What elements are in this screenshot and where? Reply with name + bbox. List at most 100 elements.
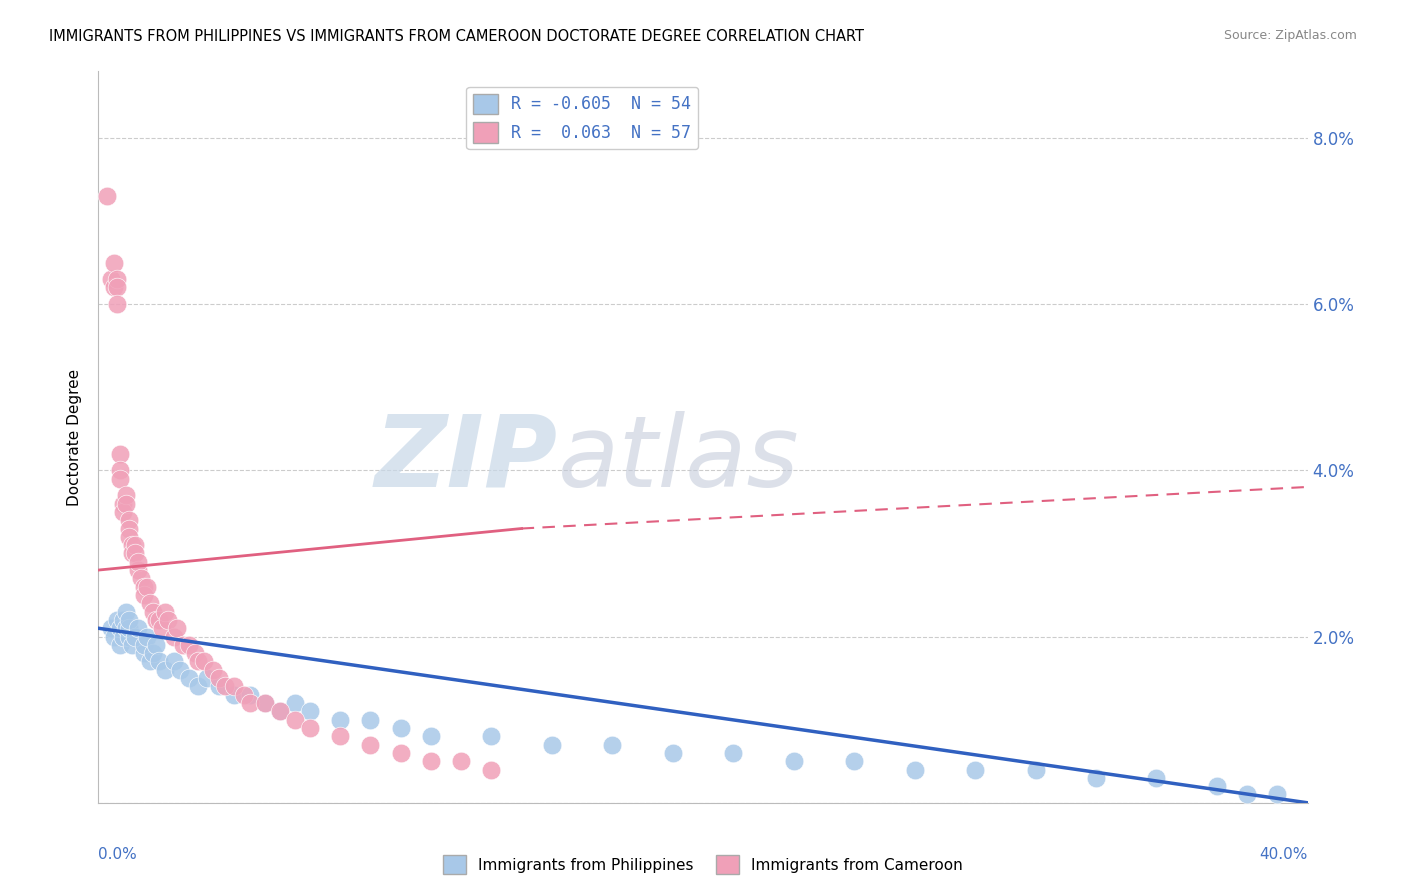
Point [103,255,125,269]
Point [105,272,128,286]
Point [965,763,987,777]
Point [904,763,927,777]
Point [118,530,141,544]
Point [184,646,207,660]
Point [121,638,143,652]
Point [139,596,162,610]
Point [135,580,157,594]
Point [121,538,143,552]
Point [111,497,134,511]
Point [127,621,149,635]
Point [208,671,231,685]
Legend: Immigrants from Philippines, Immigrants from Cameroon: Immigrants from Philippines, Immigrants … [437,849,969,880]
Text: 40.0%: 40.0% [1260,847,1308,862]
Point [540,738,562,752]
Point [132,646,155,660]
Point [232,688,254,702]
Point [284,696,307,710]
Point [450,754,472,768]
Point [118,513,141,527]
Point [153,663,176,677]
Point [187,680,209,694]
Point [96,189,118,203]
Point [214,680,236,694]
Point [118,621,141,635]
Point [269,705,291,719]
Point [166,621,188,635]
Point [145,613,167,627]
Point [124,546,146,560]
Point [100,272,122,286]
Point [108,472,131,486]
Text: 0.0%: 0.0% [98,847,138,862]
Point [111,505,134,519]
Point [118,613,141,627]
Point [172,638,194,652]
Point [114,497,136,511]
Point [135,630,157,644]
Point [148,613,170,627]
Point [118,630,141,644]
Point [208,680,231,694]
Point [1206,779,1229,793]
Point [132,638,155,652]
Point [844,754,866,768]
Point [420,729,443,743]
Point [163,630,186,644]
Point [195,671,218,685]
Point [114,488,136,502]
Point [284,713,307,727]
Point [269,705,291,719]
Point [193,655,215,669]
Point [1085,771,1108,785]
Point [783,754,806,768]
Point [108,621,131,635]
Point [105,280,128,294]
Point [253,696,276,710]
Point [100,621,122,635]
Point [1144,771,1167,785]
Point [202,663,225,677]
Point [224,688,246,702]
Point [105,297,128,311]
Point [124,630,146,644]
Point [299,721,322,735]
Point [239,688,262,702]
Point [723,746,745,760]
Point [239,696,262,710]
Point [142,646,165,660]
Point [329,713,352,727]
Point [179,638,201,652]
Point [111,630,134,644]
Point [105,613,128,627]
Point [156,613,179,627]
Point [127,555,149,569]
Point [420,754,443,768]
Point [360,713,382,727]
Point [481,729,503,743]
Point [153,605,176,619]
Point [118,521,141,535]
Point [108,447,131,461]
Point [329,729,352,743]
Point [481,763,503,777]
Point [163,655,186,669]
Point [108,463,131,477]
Point [169,663,191,677]
Text: Source: ZipAtlas.com: Source: ZipAtlas.com [1223,29,1357,42]
Point [299,705,322,719]
Point [224,680,246,694]
Point [187,655,209,669]
Point [661,746,683,760]
Text: IMMIGRANTS FROM PHILIPPINES VS IMMIGRANTS FROM CAMEROON DOCTORATE DEGREE CORRELA: IMMIGRANTS FROM PHILIPPINES VS IMMIGRANT… [49,29,865,44]
Point [142,605,165,619]
Point [103,280,125,294]
Point [132,588,155,602]
Point [132,580,155,594]
Point [124,538,146,552]
Point [111,613,134,627]
Point [360,738,382,752]
Point [253,696,276,710]
Text: ZIP: ZIP [375,410,558,508]
Point [108,638,131,652]
